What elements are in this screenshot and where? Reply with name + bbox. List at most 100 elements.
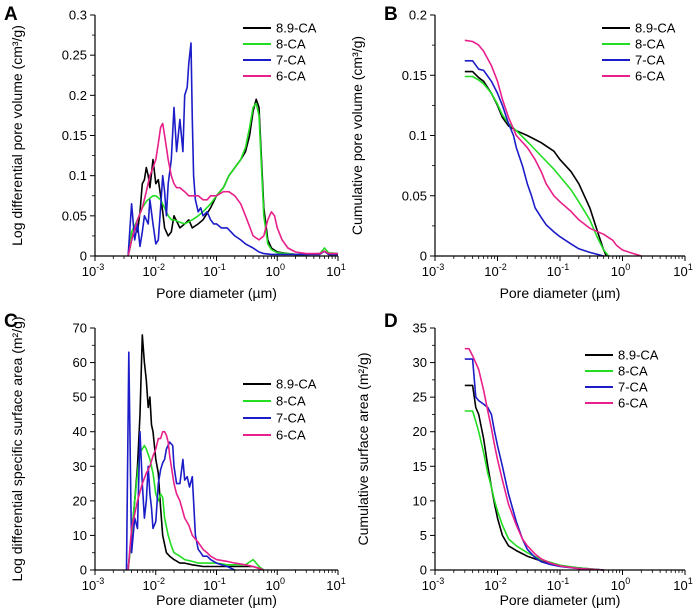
- panel-a: A 10-3 10-2 10-1 100 101 0 0.05 0.1 0.15 0.2 0.25 0.…: [4, 4, 346, 301]
- legend-label: 6-CA: [276, 69, 306, 84]
- y-tick-label: 40: [73, 424, 87, 439]
- legend-label: 7-CA: [618, 380, 648, 395]
- x-tick-label: 10-1: [203, 576, 225, 593]
- y-tick-label: 20: [73, 493, 87, 508]
- y-tick-label: 50: [73, 390, 87, 405]
- y-tick-label: 20: [413, 424, 427, 439]
- y-tick-label: 10: [73, 528, 87, 543]
- y-tick-label: 0.15: [62, 128, 87, 143]
- series-line-8-ca: [464, 75, 610, 257]
- x-tick-label: 10-2: [484, 576, 506, 593]
- legend: 8.9-CA 8-CA 7-CA 6-CA: [243, 377, 317, 443]
- y-axis-title: Cumulative surface area (m²/g): [355, 353, 371, 546]
- x-tick-label: 10-2: [143, 262, 165, 279]
- legend-label: 7-CA: [635, 53, 665, 68]
- x-tick-label: 10-2: [484, 262, 506, 279]
- legend-label: 7-CA: [276, 411, 306, 426]
- legend-label: 8.9-CA: [276, 21, 317, 36]
- x-tick-label: 10-1: [547, 262, 569, 279]
- legend-label: 7-CA: [276, 53, 306, 68]
- series-line-8-9-ca: [464, 70, 608, 257]
- y-tick-label: 30: [413, 355, 427, 370]
- series-line-7-ca: [464, 358, 604, 571]
- x-tick-label: 10-3: [422, 576, 444, 593]
- x-tick-label: 101: [673, 576, 692, 593]
- y-tick-label: 0.1: [409, 128, 427, 143]
- y-tick-label: 30: [73, 459, 87, 474]
- y-tick-label: 0.1: [69, 168, 87, 183]
- y-tick-label: 0: [80, 563, 87, 578]
- series-line-6-ca: [464, 347, 604, 571]
- y-tick-label: 0.25: [62, 48, 87, 63]
- x-tick-label: 10-3: [82, 262, 104, 279]
- legend-label: 6-CA: [618, 396, 648, 411]
- y-tick-label: 0.05: [402, 188, 427, 203]
- series-line-6-ca: [464, 39, 642, 257]
- y-tick-label: 0.15: [402, 68, 427, 83]
- series-line-8-ca: [127, 102, 339, 257]
- legend-label: 8-CA: [618, 364, 648, 379]
- x-tick-label: 101: [326, 576, 345, 593]
- legend-label: 6-CA: [635, 69, 665, 84]
- x-axis-title: Pore diameter (µm): [156, 592, 277, 608]
- x-tick-label: 101: [326, 262, 345, 279]
- y-tick-label: 25: [413, 390, 427, 405]
- x-tick-label: 10-3: [422, 262, 444, 279]
- series-line-7-ca: [127, 42, 338, 257]
- y-axis-title: Cumulative pore volume (cm³/g): [349, 36, 365, 235]
- legend-label: 8-CA: [276, 394, 306, 409]
- x-tick-label: 10-1: [547, 576, 569, 593]
- legend-label: 8.9-CA: [618, 348, 659, 363]
- y-axis-title: Log differential pore volume (cm³/g): [9, 25, 25, 246]
- panel-letter: A: [4, 4, 18, 25]
- panel-letter: B: [384, 4, 398, 25]
- panel-letter: D: [384, 311, 398, 332]
- x-tick-label: 10-2: [143, 576, 165, 593]
- y-tick-label: 0: [80, 249, 87, 264]
- legend: 8.9-CA8-CA7-CA6-CA: [602, 21, 676, 84]
- y-tick-label: 0: [420, 249, 427, 264]
- series-line-8-ca: [127, 444, 265, 571]
- x-axis-title: Pore diameter (µm): [500, 285, 621, 301]
- x-tick-label: 100: [611, 262, 630, 279]
- panel-letter: C: [4, 311, 18, 332]
- legend: 8.9-CA8-CA7-CA6-CA: [585, 348, 659, 411]
- series-line-6-ca: [127, 430, 265, 571]
- legend: 8.9-CA8-CA7-CA6-CA: [243, 21, 317, 84]
- x-tick-label: 10-3: [82, 576, 104, 593]
- x-tick-label: 10-1: [203, 262, 225, 279]
- legend-label: 6-CA: [276, 428, 306, 443]
- y-tick-label: 0.2: [69, 88, 87, 103]
- legend-label: 8-CA: [276, 37, 306, 52]
- y-tick-label: 0: [420, 563, 427, 578]
- y-tick-label: 0.3: [69, 8, 87, 23]
- x-axis-title: Pore diameter (µm): [500, 592, 621, 608]
- y-tick-label: 60: [73, 355, 87, 370]
- x-tick-label: 100: [266, 576, 285, 593]
- x-tick-label: 100: [611, 576, 630, 593]
- y-tick-label: 15: [413, 459, 427, 474]
- panel-b: B 10-3 10-2 10-1 100 101 0 0.05 0.1 0.15 0.2 Pore d…: [349, 4, 693, 301]
- panel-d: D 10-3 10-2 10-1 100 101 0 5 10 15 20 25 30 35 Pore di…: [355, 311, 693, 608]
- legend-label: 8-CA: [635, 37, 665, 52]
- legend-label: 8.9-CA: [635, 21, 676, 36]
- legend-label: 8.9-CA: [276, 377, 317, 392]
- series-line-8-9-ca: [127, 98, 338, 257]
- y-tick-label: 0.05: [62, 208, 87, 223]
- series-line-7-ca: [125, 351, 236, 571]
- y-axis-title: Log differential specific surface area (…: [9, 316, 25, 581]
- series-line-8-ca: [464, 410, 604, 571]
- y-tick-label: 5: [420, 528, 427, 543]
- y-tick-label: 0.2: [409, 8, 427, 23]
- x-axis-title: Pore diameter (µm): [156, 285, 277, 301]
- series-line-7-ca: [464, 59, 604, 257]
- y-tick-label: 70: [73, 321, 87, 336]
- series-line-6-ca: [127, 122, 338, 257]
- series-line-8-9-ca: [127, 334, 265, 571]
- x-tick-label: 101: [673, 262, 692, 279]
- y-tick-label: 10: [413, 493, 427, 508]
- series-line-8-9-ca: [464, 384, 604, 571]
- x-tick-label: 100: [266, 262, 285, 279]
